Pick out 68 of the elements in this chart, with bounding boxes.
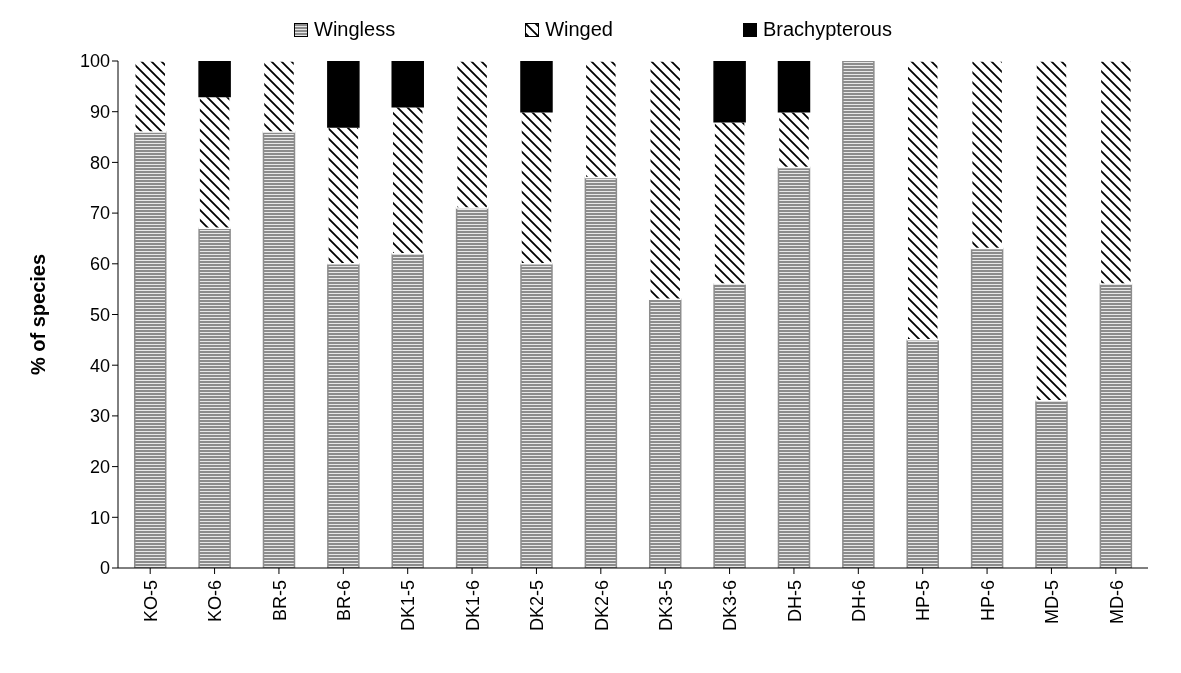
y-tick-label: 60 — [89, 254, 110, 275]
y-tick-label: 20 — [89, 456, 110, 477]
bar — [520, 263, 553, 568]
x-tick-label: KO-5 — [140, 580, 161, 623]
bar — [262, 61, 296, 133]
bar — [906, 339, 939, 568]
bar — [262, 131, 296, 568]
y-tick-label: 50 — [89, 304, 110, 325]
y-tick-label: 100 — [79, 51, 110, 72]
x-tick-label: KO-6 — [205, 580, 226, 623]
bar — [327, 61, 360, 128]
x-tick-label: DK2-5 — [527, 580, 548, 632]
bar — [391, 252, 424, 568]
bar — [1035, 399, 1068, 568]
bar — [842, 61, 875, 568]
legend-label: Brachypterous — [762, 18, 892, 41]
bar — [906, 61, 939, 341]
x-tick-label: MD-5 — [1042, 580, 1063, 624]
y-axis-title: % of species — [27, 253, 50, 376]
bar — [713, 121, 746, 285]
y-tick-label: 80 — [89, 152, 110, 173]
bar — [198, 61, 231, 98]
bar — [777, 61, 811, 113]
bar — [970, 61, 1004, 250]
x-tick-label: HP-5 — [913, 580, 934, 622]
x-tick-label: MD-6 — [1106, 580, 1127, 624]
bar — [133, 131, 167, 568]
bar — [777, 166, 811, 568]
bar — [391, 105, 424, 255]
bar — [391, 61, 424, 108]
y-tick-label: 30 — [89, 406, 110, 427]
legend-label: Winged — [544, 18, 613, 41]
bar — [648, 298, 682, 568]
bar — [455, 207, 489, 568]
x-tick-label: DK1-5 — [398, 580, 419, 632]
bar — [327, 263, 360, 568]
bar — [713, 283, 746, 568]
bar — [1099, 61, 1133, 285]
x-tick-label: DK3-5 — [655, 580, 676, 632]
bar — [777, 110, 811, 169]
bar — [520, 110, 553, 265]
x-tick-label: HP-6 — [977, 580, 998, 622]
x-tick-label: DK2-6 — [591, 580, 612, 632]
bar — [584, 176, 618, 568]
bar — [198, 227, 231, 568]
x-tick-label: BR-5 — [269, 580, 290, 622]
bar — [584, 61, 618, 179]
bar — [713, 61, 746, 123]
x-tick-label: DK3-6 — [720, 580, 741, 632]
y-tick-label: 70 — [89, 203, 110, 224]
y-tick-label: 90 — [89, 102, 110, 123]
x-tick-label: DK1-6 — [462, 580, 483, 632]
y-tick-label: 40 — [89, 355, 110, 376]
y-tick-label: 0 — [99, 558, 110, 579]
x-tick-label: DH-5 — [784, 580, 805, 623]
bar — [198, 95, 231, 230]
bar — [455, 61, 489, 209]
x-tick-label: BR-6 — [334, 580, 355, 622]
bar — [327, 126, 360, 265]
bar — [1099, 283, 1133, 568]
x-tick-label: DH-6 — [849, 580, 870, 623]
y-tick-label: 10 — [89, 507, 110, 528]
legend-label: Wingless — [313, 18, 396, 41]
bar — [133, 61, 167, 133]
bar — [520, 61, 553, 113]
bar — [648, 61, 682, 301]
bar — [970, 247, 1004, 568]
bar — [1035, 61, 1068, 402]
